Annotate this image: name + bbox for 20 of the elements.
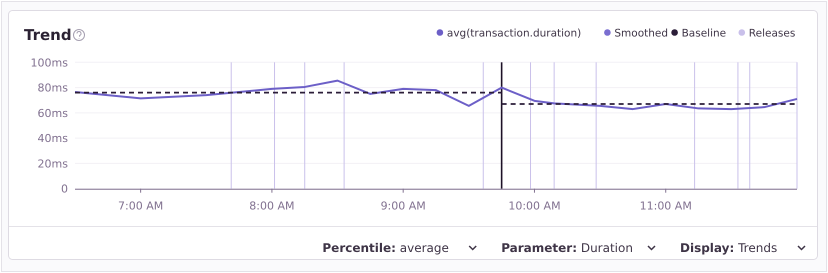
- x-tick-label: 8:00 AM: [249, 200, 295, 213]
- y-tick-label: 20ms: [38, 157, 68, 170]
- legend-label: avg(transaction.duration): [446, 28, 582, 40]
- text: Parameter: Duration: [501, 241, 633, 255]
- y-tick-label: 60ms: [38, 106, 68, 120]
- legend-label: Releases: [748, 28, 796, 40]
- y-tick-label: 80ms: [38, 82, 68, 95]
- text: Percentile: average: [322, 241, 449, 255]
- y-tick-label: 40ms: [38, 132, 68, 146]
- x-tick-label: 9:00 AM: [380, 200, 426, 213]
- y-tick-label: 0: [61, 182, 68, 196]
- x-tick-label: 7:00 AM: [118, 200, 164, 213]
- y-tick-label: 100ms: [30, 56, 68, 70]
- text: Display: Trends: [680, 241, 778, 255]
- line-series: [74, 80, 798, 110]
- x-tick-label: 11:00 AM: [640, 200, 692, 213]
- legend-label: Baseline: [682, 28, 726, 40]
- legend-label: Smoothed: [614, 28, 668, 40]
- chart-title: Trend: [24, 26, 72, 44]
- x-tick-label: 10:00 AM: [508, 200, 561, 213]
